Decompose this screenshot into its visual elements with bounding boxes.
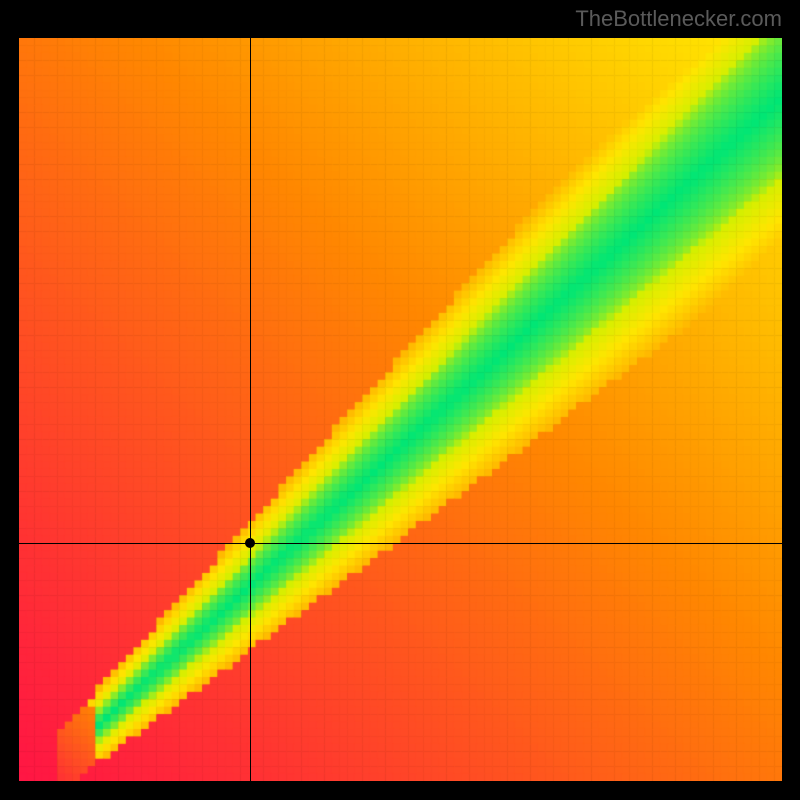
- heatmap-plot: [19, 38, 782, 781]
- heatmap-canvas: [19, 38, 782, 781]
- crosshair-vertical: [250, 38, 251, 781]
- crosshair-marker-dot: [245, 538, 255, 548]
- crosshair-horizontal: [19, 543, 782, 544]
- watermark-text: TheBottlenecker.com: [575, 6, 782, 32]
